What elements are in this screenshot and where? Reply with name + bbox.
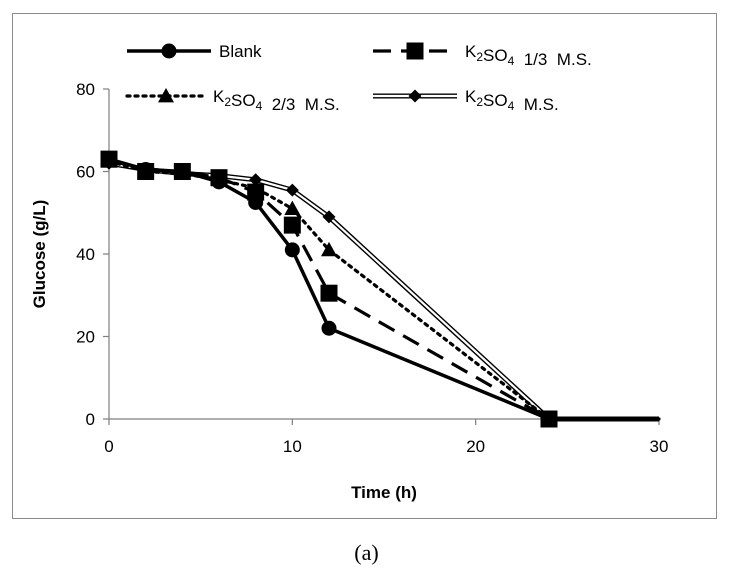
x-tick-label: 10: [283, 437, 302, 456]
legend-label-part: SO: [483, 46, 508, 65]
legend-label-subscript: 4: [256, 99, 263, 113]
legend-label-part: K: [465, 42, 477, 61]
legend-label-part: 1/3 M.S.: [514, 50, 591, 69]
y-tick-label: 20: [76, 328, 95, 347]
legend-label-part: K: [465, 87, 477, 106]
data-point-k2so4-2-3-m-s: [321, 241, 337, 257]
legend-marker-k2so4-m-s: [408, 89, 422, 103]
legend-marker-blank: [161, 43, 177, 59]
legend-item-k2so4-1-3-m-s: K2SO4 1/3 M.S.: [373, 42, 592, 69]
legend-label: K2SO4 1/3 M.S.: [465, 42, 592, 69]
legend-label: Blank: [219, 42, 262, 61]
legend-label: K2SO4 2/3 M.S.: [213, 87, 340, 114]
data-point-blank: [248, 194, 264, 210]
data-point-k2so4-2-3-m-s: [284, 200, 301, 216]
y-tick-label: 40: [76, 245, 95, 264]
legend-marker-k2so4-1-3-m-s: [406, 42, 424, 60]
legend-label-part: SO: [483, 91, 508, 110]
legend-label-subscript: 2: [476, 95, 483, 109]
legend-item-blank: Blank: [127, 42, 262, 61]
legend-label-subscript: 4: [508, 54, 515, 68]
series-line-blank: [108, 157, 659, 421]
x-axis-label: Time (h): [351, 483, 417, 502]
glucose-chart: 0 20 40 60 80 0 10 20 30 Time (h) Glucose (g/L) Bla…: [30, 42, 669, 502]
legend-marker-k2so4-2-3-m-s: [158, 88, 174, 103]
data-point-blank: [101, 151, 117, 167]
legend-label-part: K: [213, 87, 225, 106]
y-tick-label: 80: [76, 80, 95, 99]
legend-label-part: M.S.: [514, 95, 558, 114]
y-tick-label: 0: [86, 410, 95, 429]
series-blank: [101, 151, 659, 427]
legend-label: K2SO4 M.S.: [465, 87, 559, 114]
data-point-k2so4-m-s: [322, 210, 336, 224]
data-point-k2so4-m-s: [285, 183, 299, 197]
legend-item-k2so4-m-s: K2SO4 M.S.: [373, 87, 559, 114]
legend-label-subscript: 2: [224, 95, 231, 109]
x-tick-label: 30: [650, 437, 669, 456]
legend-label-subscript: 4: [508, 99, 515, 113]
series-line-k2so4-2-3-m-s: [107, 159, 661, 421]
series-line-k2so4-1-3-m-s: [108, 157, 659, 421]
data-point-k2so4-m-s: [249, 173, 263, 187]
figure-caption: (a): [354, 540, 379, 565]
data-point-blank: [174, 164, 190, 179]
y-axis-label: Glucose (g/L): [30, 200, 49, 309]
y-tick-label: 60: [76, 163, 95, 182]
data-point-k2so4-1-3-m-s: [320, 284, 338, 302]
data-point-blank: [321, 320, 337, 336]
data-point-blank: [284, 242, 300, 258]
x-tick-label: 0: [104, 437, 113, 456]
legend-label-part: SO: [231, 91, 256, 110]
data-point-k2so4-1-3-m-s: [283, 216, 301, 234]
chart-frame: 0 20 40 60 80 0 10 20 30 Time (h) Glucose (g/L) Bla…: [12, 13, 717, 519]
data-point-blank: [541, 411, 557, 427]
data-point-blank: [138, 161, 154, 177]
x-tick-label: 20: [466, 437, 485, 456]
legend-item-k2so4-2-3-m-s: K2SO4 2/3 M.S.: [125, 87, 340, 114]
legend-label-subscript: 2: [476, 50, 483, 64]
series-k2so4-2-3-m-s: [101, 153, 661, 426]
data-point-blank: [211, 174, 227, 190]
legend-label-part: 2/3 M.S.: [262, 95, 339, 114]
